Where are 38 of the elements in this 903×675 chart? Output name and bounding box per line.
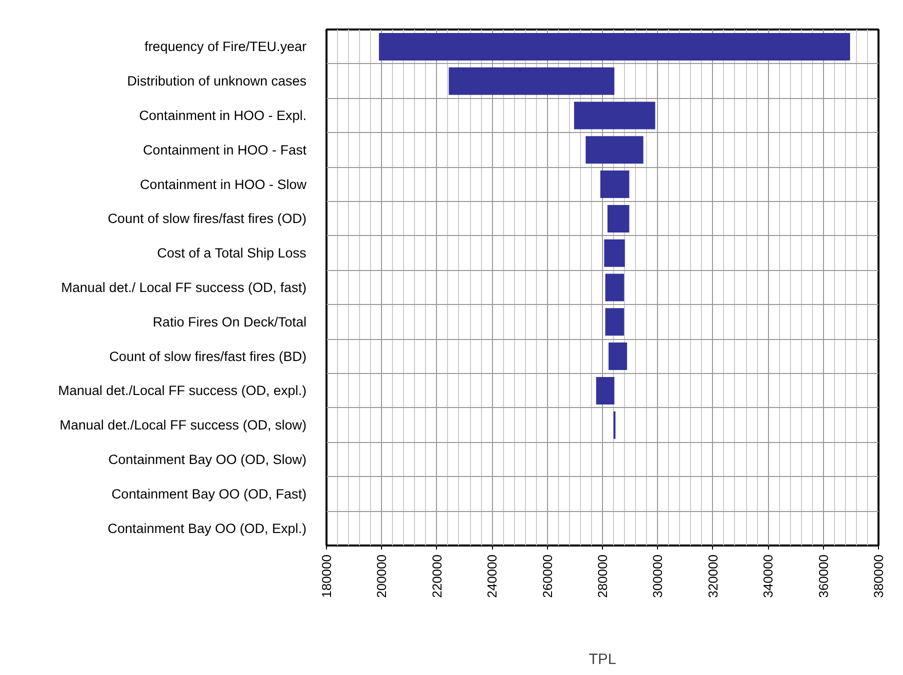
- y-tick-label: Manual det./Local FF success (OD, slow): [60, 418, 307, 433]
- x-tick-label: 180000: [319, 554, 334, 598]
- y-tick-label: Containment Bay OO (OD, Slow): [108, 452, 307, 467]
- y-tick-label: Distribution of unknown cases: [127, 74, 307, 89]
- x-tick-label: 300000: [650, 554, 666, 598]
- y-tick-label: Ratio Fires On Deck/Total: [152, 314, 307, 330]
- y-tick-label: Manual det./ Local FF success (OD, fast): [61, 280, 307, 295]
- bar: [448, 67, 614, 95]
- bar: [604, 239, 625, 267]
- x-tick-label: 220000: [429, 554, 444, 598]
- x-tick-label: 240000: [484, 554, 500, 598]
- x-tick-label: 360000: [816, 554, 831, 598]
- bar: [608, 342, 628, 370]
- y-tick-label: Count of slow fires/fast fires (OD): [108, 211, 307, 226]
- y-tick-label: Containment in HOO - Fast: [142, 142, 307, 158]
- x-tick-label: 320000: [705, 554, 720, 598]
- bar: [605, 274, 624, 302]
- y-tick-label: Cost of a Total Ship Loss: [157, 246, 307, 261]
- x-tick-label: 340000: [760, 554, 776, 598]
- y-tick-label: Containment in HOO - Slow: [140, 176, 307, 192]
- y-tick-label: Containment in HOO - Expl.: [139, 108, 307, 123]
- bar: [607, 204, 630, 232]
- y-tick-label: Containment Bay OO (OD, Fast): [111, 486, 307, 502]
- bar: [574, 102, 656, 130]
- bar: [586, 136, 644, 164]
- x-axis-title: TPL: [588, 650, 616, 668]
- x-tick-label: 260000: [540, 554, 555, 598]
- y-tick-label: Count of slow fires/fast fires (BD): [109, 348, 307, 364]
- bar: [596, 376, 614, 404]
- y-tick-label: Containment Bay OO (OD, Expl.): [108, 520, 307, 536]
- y-tick-label: frequency of Fire/TEU.year: [144, 39, 308, 54]
- bar: [605, 308, 624, 336]
- x-tick-label: 380000: [871, 554, 886, 598]
- x-tick-label: 280000: [595, 554, 610, 598]
- bar: [600, 170, 630, 198]
- y-tick-label: Manual det./Local FF success (OD, expl.): [58, 383, 307, 398]
- bar: [378, 32, 850, 60]
- x-tick-label: 200000: [374, 554, 390, 598]
